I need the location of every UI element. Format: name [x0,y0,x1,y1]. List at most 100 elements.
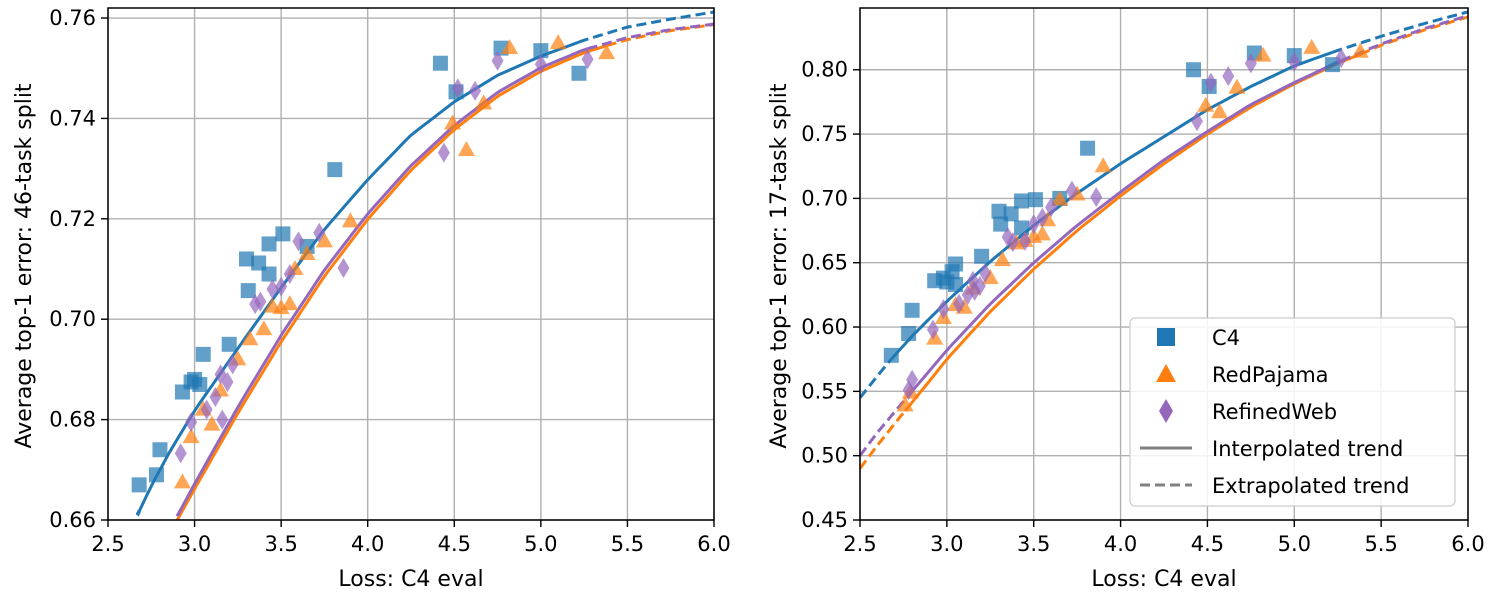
left-redpajama-interpolated-trend [175,44,608,520]
right-c4-point [1027,192,1043,208]
right-trend-lines [860,10,1468,470]
right-c4-point [901,325,917,341]
left-x-tick-label: 6.0 [697,532,730,556]
legend-refinedweb-marker [1159,399,1173,423]
left-redpajama-point [173,473,191,489]
right-refinedweb-point [1222,66,1235,87]
right-refinedweb-point [973,275,986,296]
left-x-tick-label: 5.5 [611,532,644,556]
right-y-tick-label: 0.65 [801,251,848,275]
right-y-tick-label: 0.50 [801,444,848,468]
right-refinedweb-point [1191,111,1204,132]
right-refinedweb-point [1045,197,1058,218]
right-redpajama-point [1228,78,1246,94]
right-refinedweb-point [1036,207,1049,228]
left-refinedweb-point [216,409,229,430]
right-c4-extrapolated-high [1332,10,1468,54]
left-redpajama-point [315,232,333,248]
left-x-tick-label: 4.5 [438,532,471,556]
left-x-tick-label: 3.5 [264,532,297,556]
left-c4-point [152,442,168,458]
left-x-tick-label: 3.0 [178,532,211,556]
right-refinedweb-interpolated-trend [907,59,1342,397]
right-c4-point [1014,220,1030,236]
right-redpajama-point [1033,225,1051,241]
left-refinedweb-point [200,399,213,420]
right-y-tick-label: 0.80 [801,58,848,82]
left-y-ticks: 0.66 0.68 0.70 0.72 0.74 0.76 [49,6,108,532]
left-redpajama-point [341,212,359,228]
left-refinedweb-point [185,412,198,433]
left-grid [107,8,715,521]
right-chart: 2.5 3.0 3.5 4.0 4.5 5.0 5.5 6.0 0.45 0.50 0.55 0.6… [767,7,1485,592]
right-c4-extrapolated-low [860,358,893,399]
right-x-tick-label: 2.5 [843,532,876,556]
left-redpajama-point [549,34,567,50]
left-c4-point [240,283,256,299]
left-redpajama-point [298,244,316,260]
left-c4-point [239,251,255,267]
right-redpajama-extrapolated-high [1359,15,1468,56]
legend-item-redpajama: RedPajama [1156,363,1329,387]
legend-interpolated-label: Interpolated trend [1212,437,1403,461]
left-refinedweb-point [174,443,187,464]
right-redpajama-point [1051,190,1069,206]
right-c4-interpolated-trend [890,50,1333,361]
left-c4-point [432,55,448,71]
left-refinedweb-point [313,222,326,243]
right-x-tick-label: 3.0 [930,532,963,556]
right-plot-frame [859,7,1469,521]
left-refinedweb-extrapolated-high [587,22,714,51]
right-y-tick-label: 0.55 [801,379,848,403]
left-trend-lines [136,10,714,520]
right-redpajama-point [1254,46,1272,62]
left-redpajama-point [281,295,299,311]
left-refinedweb-point [226,354,239,375]
right-refinedweb-point [926,319,939,340]
left-c4-extrapolated-low [136,510,141,517]
left-y-tick-label: 0.68 [49,408,96,432]
left-refinedweb-point [337,258,350,279]
left-redpajama-point [598,44,616,60]
right-c4-point [1080,140,1096,156]
legend: C4 RedPajama RefinedWeb Interpolated tre… [1129,317,1456,507]
right-y-tick-label: 0.70 [801,186,848,210]
right-refinedweb-point [1027,214,1040,235]
left-chart: 2.5 3.0 3.5 4.0 4.5 5.0 5.5 6.0 0.66 0.68 0.70 0.7… [12,6,731,592]
right-refinedweb-point [1204,72,1217,93]
left-x-axis-label: Loss: C4 eval [338,567,483,592]
right-x-tick-label: 4.5 [1191,532,1224,556]
legend-item-c4: C4 [1157,326,1240,350]
legend-box [1129,317,1456,507]
right-redpajama-point [993,251,1011,267]
left-y-axis-label: Average top-1 error: 46-task split [12,83,37,448]
left-x-tick-label: 5.0 [524,532,557,556]
left-refinedweb-extrapolated-low [175,508,183,517]
legend-redpajama-label: RedPajama [1212,363,1329,387]
right-refinedweb-point [1019,230,1032,251]
legend-c4-label: C4 [1212,326,1240,350]
right-refinedweb-point [953,293,966,314]
left-c4-point [131,477,147,493]
right-c4-point [1003,206,1019,222]
left-c4-point [261,236,277,252]
left-c4-point [192,376,208,392]
left-refinedweb-point [283,264,296,285]
left-refinedweb-point [275,276,288,297]
right-c4-point [948,277,964,293]
right-x-ticks: 2.5 3.0 3.5 4.0 4.5 5.0 5.5 6.0 [843,520,1485,556]
right-x-tick-label: 4.0 [1104,532,1137,556]
right-x-tick-label: 3.5 [1017,532,1050,556]
left-refinedweb-point [581,49,594,70]
left-redpajama-point [272,299,290,315]
left-x-ticks: 2.5 3.0 3.5 4.0 4.5 5.0 5.5 6.0 [91,520,731,556]
right-refinedweb-point [1006,232,1019,253]
left-c4-point [275,226,291,242]
left-data-points [131,34,616,493]
left-c4-point [221,336,237,352]
right-y-tick-label: 0.60 [801,315,848,339]
right-redpajama-point [896,396,914,412]
right-refinedweb-point [1065,180,1078,201]
left-refinedweb-point [254,291,267,312]
